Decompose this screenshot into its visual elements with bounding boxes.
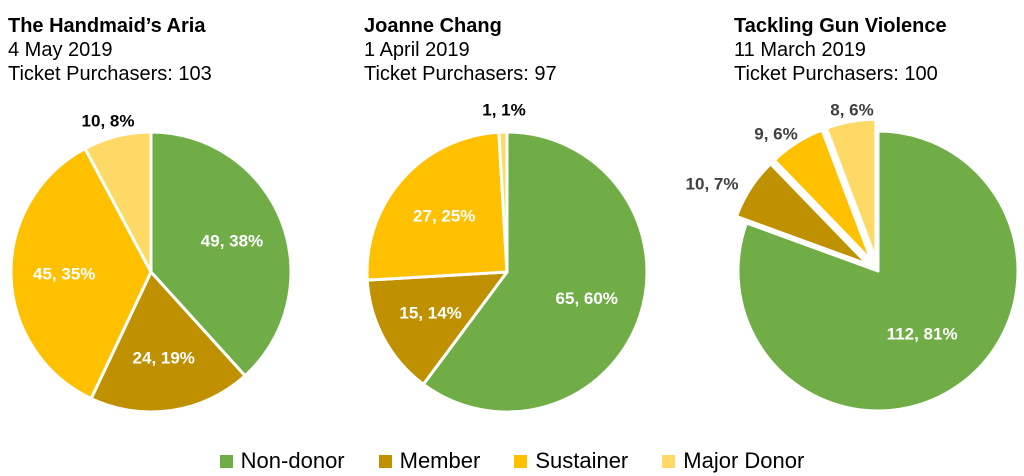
chart-3-slice-major-donor bbox=[824, 117, 878, 261]
chart-1-label-major-donor: 10, 8% bbox=[82, 112, 135, 131]
legend-item-major-donor: Major Donor bbox=[662, 448, 804, 474]
chart-1-date: 4 May 2019 bbox=[8, 39, 113, 61]
chart-3-date: 11 March 2019 bbox=[734, 39, 866, 61]
chart-3-slice-sustainer bbox=[772, 128, 874, 263]
chart-2-slice-member bbox=[365, 270, 509, 386]
chart-2-slice-major-donor bbox=[497, 130, 509, 274]
chart-2-label-sustainer: 27, 25% bbox=[413, 207, 475, 226]
chart-2-label-non-donor: 65, 60% bbox=[556, 289, 618, 308]
chart-1-label-sustainer: 45, 35% bbox=[33, 265, 95, 284]
legend-swatch-non-donor bbox=[219, 454, 233, 468]
chart-1-slice-member bbox=[89, 270, 247, 414]
legend-swatch-major-donor bbox=[662, 454, 676, 468]
chart-2-label-major-donor: 1, 1% bbox=[482, 101, 525, 120]
chart-2-slice-sustainer bbox=[365, 130, 509, 282]
chart-3-slice-non-donor bbox=[736, 129, 1020, 413]
legend-item-member: Member bbox=[378, 448, 481, 474]
chart-3-header: Tackling Gun Violence 11 March 2019 Tick… bbox=[734, 14, 947, 86]
chart-3-label-sustainer: 9, 6% bbox=[754, 125, 797, 144]
chart-3-pie: 112, 81% 10, 7% 9, 6% 8, 6% bbox=[686, 101, 1020, 413]
legend-label-sustainer: Sustainer bbox=[535, 448, 629, 473]
chart-1-header: The Handmaid’s Aria 4 May 2019 Ticket Pu… bbox=[8, 14, 212, 86]
legend-swatch-sustainer bbox=[514, 454, 528, 468]
chart-2-date: 1 April 2019 bbox=[364, 39, 470, 61]
legend: Non-donor Member Sustainer Major Donor bbox=[0, 446, 1024, 476]
chart-2-label-member: 15, 14% bbox=[399, 304, 461, 323]
legend-item-sustainer: Sustainer bbox=[514, 448, 628, 474]
chart-2-pie: 65, 60% 15, 14% 27, 25% 1, 1% bbox=[365, 101, 649, 414]
chart-2-slice-non-donor bbox=[421, 130, 649, 414]
legend-item-non-donor: Non-donor bbox=[219, 448, 345, 474]
chart-3-purchasers: Ticket Purchasers: 100 bbox=[734, 63, 938, 85]
chart-2-purchasers: Ticket Purchasers: 97 bbox=[364, 63, 557, 85]
chart-3-label-member: 10, 7% bbox=[686, 175, 739, 194]
chart-1-slice-non-donor bbox=[149, 130, 293, 378]
chart-1-slice-sustainer bbox=[9, 147, 153, 401]
chart-3-label-non-donor: 112, 81% bbox=[887, 325, 958, 344]
chart-1-purchasers: Ticket Purchasers: 103 bbox=[8, 63, 212, 85]
chart-3-slice-member bbox=[734, 162, 870, 266]
chart-1-title: The Handmaid’s Aria bbox=[8, 15, 206, 37]
legend-label-major-donor: Major Donor bbox=[683, 448, 805, 473]
chart-1-pie: 49, 38% 24, 19% 45, 35% 10, 8% bbox=[9, 112, 293, 414]
chart-1-label-non-donor: 49, 38% bbox=[201, 231, 263, 250]
chart-3-label-major-donor: 8, 6% bbox=[830, 101, 873, 120]
chart-2-title: Joanne Chang bbox=[364, 15, 502, 37]
chart-3-title: Tackling Gun Violence bbox=[734, 15, 947, 37]
chart-1-slice-major-donor bbox=[83, 130, 153, 274]
legend-swatch-member bbox=[378, 454, 392, 468]
legend-label-member: Member bbox=[399, 448, 481, 473]
chart-1-label-member: 24, 19% bbox=[133, 348, 195, 367]
legend-label-non-donor: Non-donor bbox=[240, 448, 345, 473]
chart-2-header: Joanne Chang 1 April 2019 Ticket Purchas… bbox=[364, 14, 557, 86]
